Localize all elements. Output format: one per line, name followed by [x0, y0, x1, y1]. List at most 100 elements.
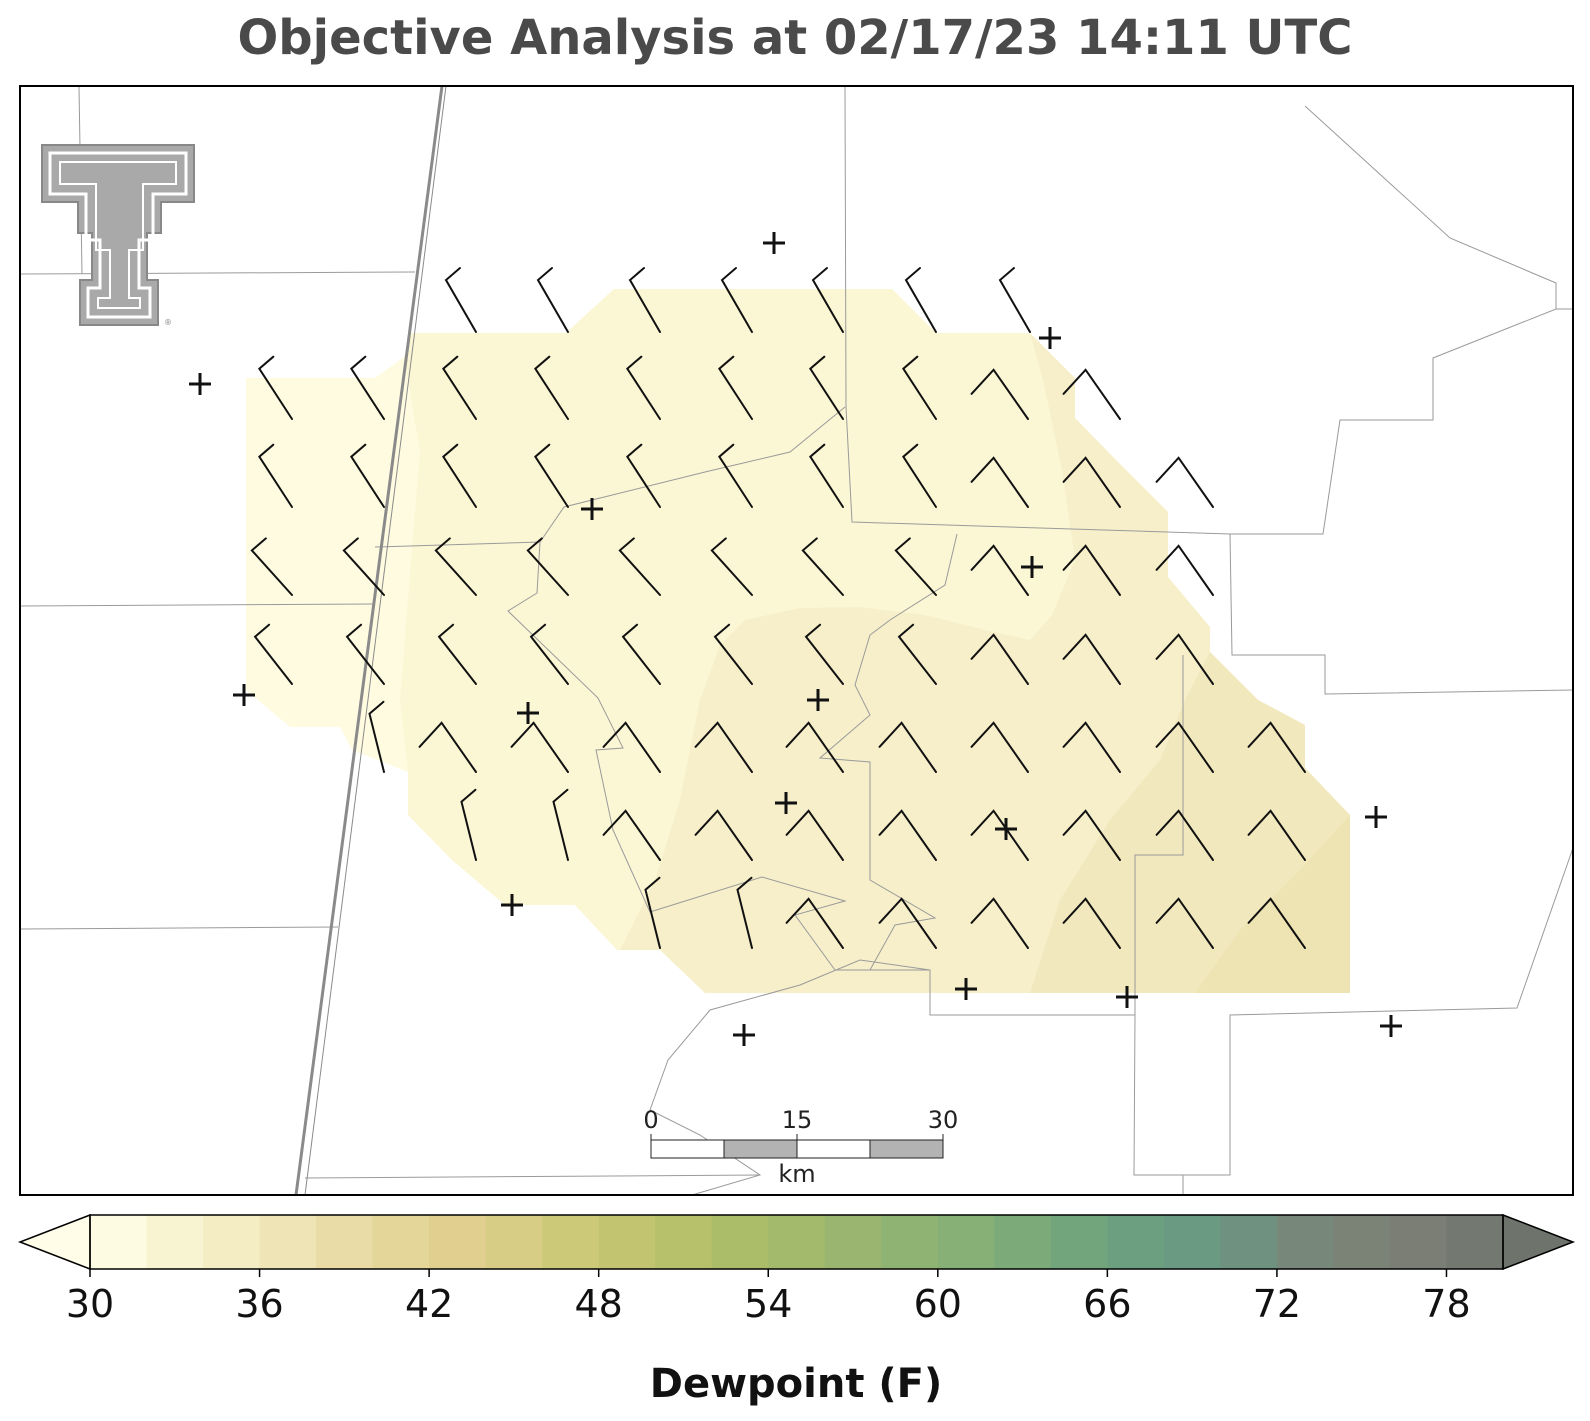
colorbar-cell: [1050, 1215, 1108, 1269]
station-plus-icon: [775, 792, 797, 814]
colorbar-cell: [259, 1215, 317, 1269]
dewpoint-region-38-40: [1195, 815, 1350, 993]
wind-barb-icon: [253, 623, 293, 685]
scale-unit-label: km: [778, 1160, 815, 1188]
colorbar-cell: [1276, 1215, 1335, 1269]
wind-barb-icon: [1155, 544, 1214, 596]
map-title: Objective Analysis at 02/17/23 14:11 UTC: [237, 10, 1353, 66]
wind-barb-icon: [694, 721, 753, 773]
colorbar-cell: [937, 1215, 995, 1269]
wind-barb-icon: [460, 788, 477, 861]
wind-barb-icon: [536, 267, 569, 333]
wind-barb-icon: [736, 876, 753, 949]
wind-barb-icon: [720, 267, 753, 333]
station-plus-icon: [995, 818, 1017, 840]
wind-barb-icon: [902, 443, 937, 508]
colorbar-cell: [1333, 1215, 1391, 1269]
station-plus-icon: [763, 232, 785, 254]
colorbar-tick-label: 72: [1253, 1282, 1301, 1326]
wind-barb-icon: [350, 355, 385, 420]
colorbar-over-arrow: [1502, 1213, 1576, 1271]
colorbar-cell: [655, 1215, 713, 1269]
wind-barb-icon: [534, 355, 569, 420]
wind-barb-icon: [998, 267, 1031, 333]
wind-barb-icon: [1155, 809, 1214, 861]
wind-barb-icon: [785, 721, 844, 773]
colorbar-tick-label: 78: [1422, 1282, 1470, 1326]
scale-tick-label: 15: [782, 1106, 813, 1134]
wind-barb-icon: [442, 355, 477, 420]
wind-barb-icon: [718, 443, 753, 508]
colorbar-tick-label: 54: [744, 1282, 792, 1326]
scale-tick-label: 30: [928, 1106, 959, 1134]
wind-barb-icon: [618, 537, 661, 596]
station-plus-icon: [1365, 806, 1387, 828]
wind-barb-icon: [602, 809, 661, 861]
wind-barb-icon: [628, 267, 661, 333]
station-plus-icon: [807, 689, 829, 711]
wind-barb-icon: [350, 443, 385, 508]
wind-barb-icon: [626, 355, 661, 420]
wind-barb-icon: [444, 267, 477, 333]
colorbar-cell: [542, 1215, 600, 1269]
colorbar-cell: [994, 1215, 1052, 1269]
wind-barb-icon: [529, 623, 569, 685]
wind-barb-icon: [970, 368, 1029, 420]
station-plus-icon: [1039, 327, 1061, 349]
wind-barb-icon: [644, 876, 661, 949]
wind-barb-icon: [258, 443, 293, 508]
wind-barb-icon: [804, 623, 844, 685]
colorbar-under-arrow: [17, 1213, 91, 1271]
station-plus-icon: [189, 373, 211, 395]
station-markers: [189, 232, 1402, 1046]
wind-barb-icon: [1247, 897, 1306, 949]
colorbar-cell: [146, 1215, 204, 1269]
station-plus-icon: [581, 498, 603, 520]
wind-barb-icon: [1062, 368, 1121, 420]
wind-barb-icon: [809, 443, 844, 508]
colorbar-cell: [429, 1215, 487, 1269]
wind-barb-icon: [785, 897, 844, 949]
wind-barb-icon: [345, 623, 385, 685]
texas-tech-double-t-logo: ®: [41, 144, 195, 327]
colorbar-cell: [485, 1215, 543, 1269]
wind-barb-icon: [418, 721, 477, 773]
wind-barb-icon: [801, 537, 844, 596]
state-boundary: [294, 85, 447, 1196]
colorbar-cell: [824, 1215, 882, 1269]
wind-barb-icon: [710, 537, 753, 596]
colorbar-label: Dewpoint (F): [650, 1361, 943, 1407]
wind-barb-icon: [1062, 809, 1121, 861]
wind-barb-icon: [621, 623, 661, 685]
wind-barb-icon: [897, 623, 937, 685]
wind-barb-icon: [437, 623, 477, 685]
station-plus-icon: [733, 1024, 755, 1046]
wind-barb-icon: [811, 267, 844, 333]
wind-barb-icon: [510, 721, 569, 773]
wind-barb-icon: [250, 537, 293, 596]
station-plus-icon: [955, 978, 977, 1000]
colorbar-cell: [90, 1215, 148, 1269]
wind-barb-icon: [434, 537, 477, 596]
wind-barbs: [250, 267, 1306, 949]
wind-barb-icon: [602, 721, 661, 773]
colorbar-cell: [881, 1215, 939, 1269]
wind-barb-icon: [970, 544, 1029, 596]
wind-barb-icon: [368, 700, 385, 773]
colorbar-cells: [90, 1215, 1504, 1269]
colorbar-ticks: 30 36 42 48 54 60 66 72 78: [66, 1269, 1471, 1326]
wind-barb-icon: [809, 355, 844, 420]
colorbar-cell: [372, 1215, 430, 1269]
wind-barb-icon: [878, 897, 937, 949]
wind-barb-icon: [878, 809, 937, 861]
wind-barb-icon: [894, 537, 937, 596]
wind-barb-icon: [694, 809, 753, 861]
colorbar-cell: [1446, 1215, 1504, 1269]
station-plus-icon: [517, 702, 539, 724]
wind-barb-icon: [1062, 721, 1121, 773]
wind-barb-icon: [970, 456, 1029, 508]
wind-barb-icon: [342, 537, 385, 596]
colorbar-cell: [1220, 1215, 1278, 1269]
wind-barb-icon: [904, 267, 937, 333]
